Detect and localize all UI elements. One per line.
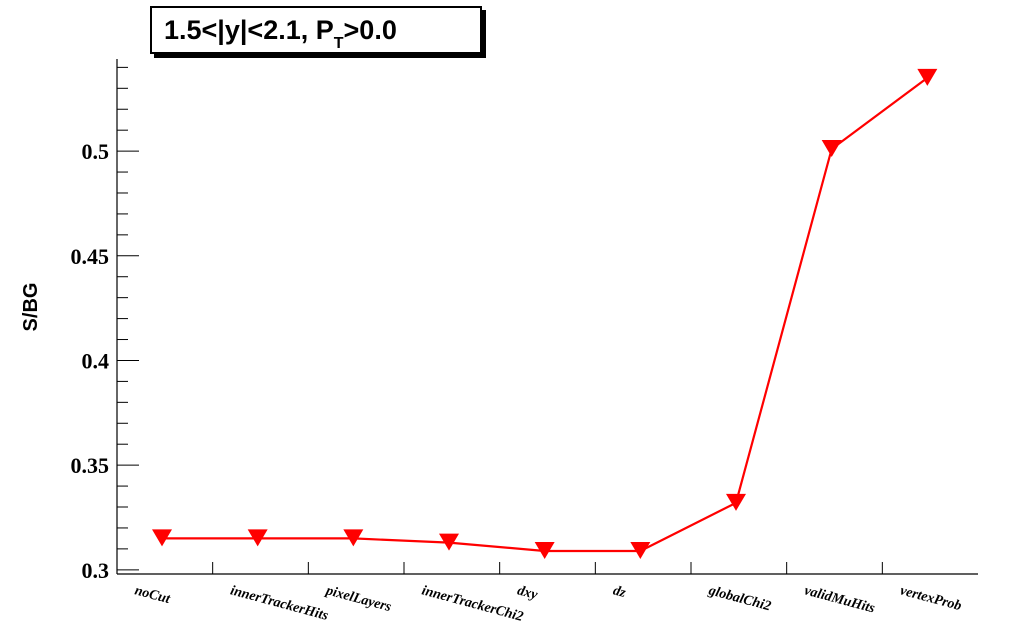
data-point [439,533,459,551]
x-tick-label: noCut [133,583,173,607]
y-axis-label: S/BG [20,283,42,332]
data-point [821,140,842,158]
y-tick-label: 0.3 [82,558,110,583]
x-tick-label: dz [611,583,627,601]
axes: 0.3 0.35 0.4 0.45 0.5 noCut innerTrackerHitspi… [71,59,978,625]
series-line [162,76,928,553]
x-tick-label: globalChi2 [706,583,772,614]
data-point [630,541,651,559]
y-tick-label: 0.45 [71,244,110,269]
data-marks [152,68,938,559]
x-tick-label: dxy [516,583,540,603]
data-point [534,541,555,559]
x-tick-label: innerTrackerChi2 [420,583,525,625]
data-point [917,68,938,86]
y-tick-label: 0.4 [82,348,110,373]
y-tick-label: 0.5 [82,139,110,164]
data-point [726,493,746,511]
data-point [247,529,268,547]
x-tick-label: validMuHits [803,583,877,616]
y-tick-label: 0.35 [71,453,110,478]
x-tick-label: innerTrackerHits [229,583,331,624]
x-tick-label: vertexProb [898,583,963,614]
data-point [343,529,364,547]
x-tick-label: pixelLayers [323,583,393,615]
chart-title: 1.5<|y|<2.1, PT>0.0 [150,6,482,54]
data-point [152,529,172,547]
